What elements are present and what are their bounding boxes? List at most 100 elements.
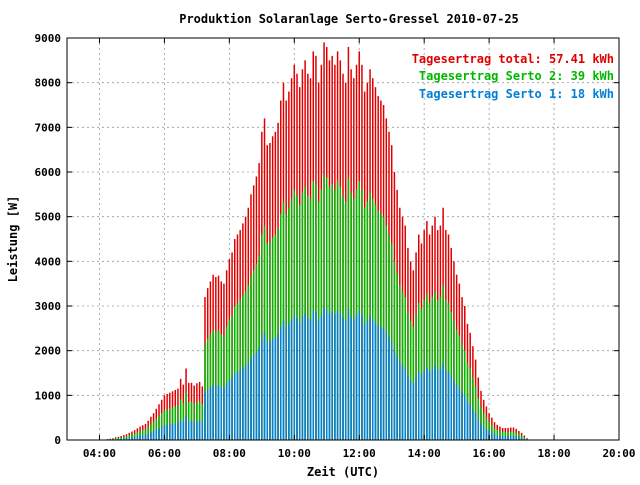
bar-serto1 bbox=[304, 313, 306, 440]
y-tick-label: 3000 bbox=[35, 300, 62, 313]
bar-serto1 bbox=[367, 321, 369, 440]
bar-serto1 bbox=[142, 435, 144, 440]
bar-serto1 bbox=[377, 325, 379, 440]
bar-serto1 bbox=[437, 370, 439, 440]
bar-serto1 bbox=[307, 318, 309, 440]
bar-serto1 bbox=[180, 420, 182, 440]
bar-serto1 bbox=[423, 370, 425, 440]
bar-serto1 bbox=[380, 327, 382, 440]
bar-serto1 bbox=[510, 436, 512, 440]
x-tick-label: 14:00 bbox=[408, 447, 441, 460]
bar-serto1 bbox=[331, 312, 333, 440]
bar-serto1 bbox=[386, 333, 388, 440]
bar-serto1 bbox=[248, 363, 250, 440]
bar-serto1 bbox=[334, 315, 336, 440]
bar-serto1 bbox=[193, 422, 195, 440]
y-tick-label: 7000 bbox=[35, 121, 62, 134]
bar-serto1 bbox=[174, 423, 176, 440]
bar-serto1 bbox=[166, 425, 168, 440]
bar-serto1 bbox=[515, 436, 517, 440]
bar-serto1 bbox=[353, 319, 355, 440]
bar-serto1 bbox=[350, 316, 352, 440]
bar-serto1 bbox=[356, 315, 358, 440]
bar-serto1 bbox=[169, 424, 171, 440]
bar-serto1 bbox=[269, 341, 271, 440]
data-bars bbox=[107, 42, 528, 440]
bar-serto1 bbox=[329, 313, 331, 440]
bar-serto1 bbox=[302, 316, 304, 440]
bar-serto1 bbox=[478, 419, 480, 440]
bar-serto1 bbox=[283, 321, 285, 440]
bar-serto1 bbox=[158, 428, 160, 440]
bar-serto1 bbox=[505, 436, 507, 440]
bar-serto1 bbox=[229, 380, 231, 440]
bar-serto1 bbox=[199, 421, 201, 440]
bar-serto1 bbox=[245, 366, 247, 440]
bar-serto1 bbox=[291, 319, 293, 440]
bar-serto1 bbox=[288, 324, 290, 440]
bar-serto1 bbox=[383, 328, 385, 440]
bar-serto1 bbox=[499, 436, 501, 440]
bar-serto1 bbox=[413, 383, 415, 440]
bar-serto1 bbox=[137, 436, 139, 440]
bar-serto1 bbox=[280, 327, 282, 440]
bar-serto1 bbox=[318, 321, 320, 440]
y-tick-label: 1000 bbox=[35, 389, 62, 402]
bar-serto1 bbox=[185, 416, 187, 440]
bar-serto1 bbox=[172, 424, 174, 440]
x-axis-title: Zeit (UTC) bbox=[307, 465, 379, 479]
y-tick-label: 4000 bbox=[35, 255, 62, 268]
bar-serto1 bbox=[402, 366, 404, 440]
bar-serto1 bbox=[220, 387, 222, 440]
bar-serto1 bbox=[202, 422, 204, 440]
bar-serto1 bbox=[183, 422, 185, 440]
bar-serto1 bbox=[361, 315, 363, 440]
bar-serto1 bbox=[445, 370, 447, 440]
bar-serto1 bbox=[285, 327, 287, 440]
x-tick-label: 04:00 bbox=[83, 447, 116, 460]
bar-serto1 bbox=[196, 421, 198, 440]
bar-serto1 bbox=[472, 409, 474, 440]
bar-serto1 bbox=[396, 357, 398, 440]
bar-serto1 bbox=[215, 386, 217, 440]
y-axis-title: Leistung [W] bbox=[6, 196, 20, 283]
bar-serto1 bbox=[456, 385, 458, 440]
bar-serto1 bbox=[226, 383, 228, 440]
bar-serto1 bbox=[372, 319, 374, 440]
x-tick-label: 20:00 bbox=[602, 447, 635, 460]
bar-serto1 bbox=[467, 401, 469, 440]
bar-serto1 bbox=[145, 435, 147, 440]
legend-entry-serto2: Tagesertrag Serto 2: 39 kWh bbox=[419, 69, 614, 83]
bar-serto1 bbox=[342, 318, 344, 440]
bar-serto1 bbox=[218, 385, 220, 440]
bar-serto1 bbox=[404, 369, 406, 440]
bar-serto1 bbox=[369, 316, 371, 440]
bar-serto1 bbox=[321, 315, 323, 440]
bar-serto1 bbox=[453, 380, 455, 440]
y-tick-label: 6000 bbox=[35, 166, 62, 179]
y-tick-label: 2000 bbox=[35, 345, 62, 358]
bar-serto1 bbox=[450, 376, 452, 440]
x-tick-label: 10:00 bbox=[278, 447, 311, 460]
bar-serto1 bbox=[459, 388, 461, 440]
bar-serto1 bbox=[323, 307, 325, 440]
bar-serto1 bbox=[256, 352, 258, 440]
bar-serto1 bbox=[388, 337, 390, 440]
bar-serto1 bbox=[204, 392, 206, 440]
bar-serto1 bbox=[275, 337, 277, 440]
bar-serto1 bbox=[242, 368, 244, 440]
bar-serto1 bbox=[448, 372, 450, 440]
bar-serto1 bbox=[239, 370, 241, 440]
y-tick-label: 8000 bbox=[35, 77, 62, 90]
legend-entry-serto1: Tagesertrag Serto 1: 18 kWh bbox=[419, 87, 614, 101]
bar-serto1 bbox=[440, 369, 442, 440]
bar-serto1 bbox=[258, 348, 260, 440]
bar-serto1 bbox=[502, 436, 504, 440]
bar-serto1 bbox=[399, 363, 401, 440]
bar-serto1 bbox=[207, 389, 209, 440]
bar-serto1 bbox=[212, 385, 214, 440]
y-tick-label: 0 bbox=[54, 434, 61, 447]
bar-serto1 bbox=[418, 372, 420, 440]
bar-serto1 bbox=[486, 429, 488, 440]
